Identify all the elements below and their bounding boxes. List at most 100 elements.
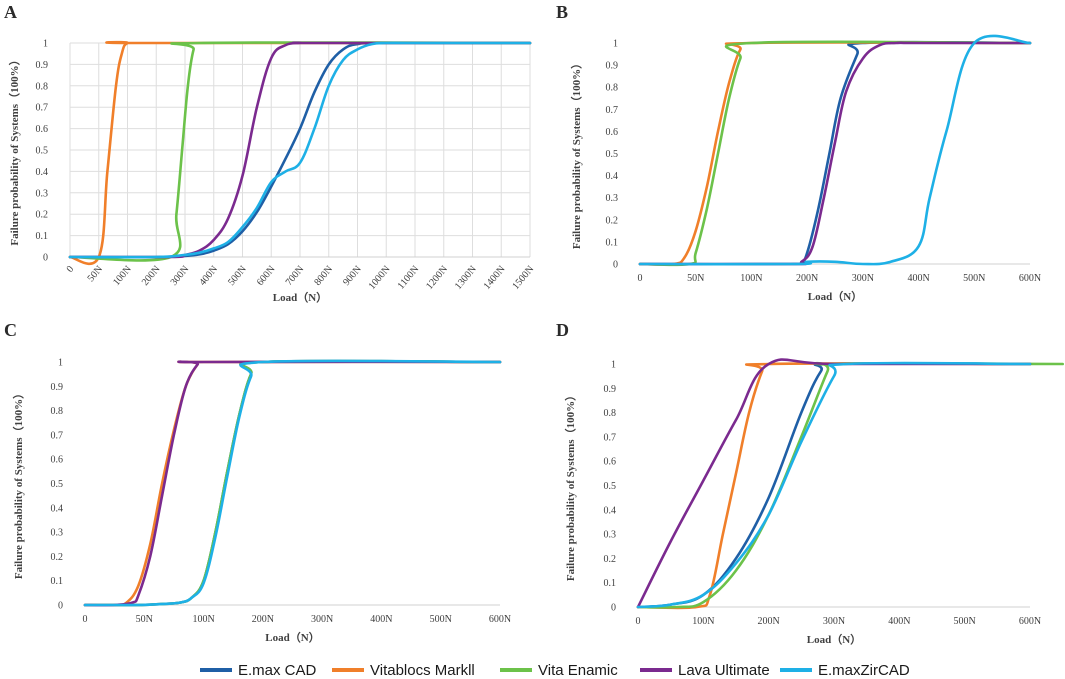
y-tick-label: 0.7 bbox=[36, 103, 49, 114]
legend-label-emax-zircad: E.maxZirCAD bbox=[818, 662, 910, 679]
y-tick-label: 0.6 bbox=[604, 457, 617, 468]
y-tick-label: 0.5 bbox=[606, 149, 619, 160]
series-line-lava-ultimate bbox=[638, 41, 1032, 266]
series-line-e-max-cad bbox=[68, 41, 532, 259]
y-tick-label: 0.9 bbox=[606, 61, 619, 72]
y-tick-label: 0.8 bbox=[604, 408, 617, 419]
series-line-e-maxzircad bbox=[636, 361, 1032, 609]
x-axis-title: Load（N） bbox=[808, 290, 862, 303]
y-tick-label: 1 bbox=[613, 39, 618, 50]
x-tick-label: 1200N bbox=[424, 264, 450, 292]
y-tick-label: 0.8 bbox=[36, 81, 49, 92]
x-tick-label: 1100N bbox=[396, 264, 422, 292]
y-axis-title: Failure probability of Systems（100%） bbox=[564, 390, 577, 581]
y-tick-label: 0 bbox=[611, 603, 616, 614]
panel-letter: D bbox=[556, 320, 569, 340]
y-tick-label: 0.2 bbox=[604, 554, 617, 565]
y-tick-label: 0.3 bbox=[606, 193, 619, 204]
legend-label-lava-ultimate: Lava Ultimate bbox=[678, 662, 770, 679]
x-tick-label: 1400N bbox=[482, 264, 508, 292]
y-tick-label: 0.5 bbox=[36, 146, 49, 157]
y-tick-label: 0.5 bbox=[51, 479, 64, 490]
x-tick-label: 600N bbox=[255, 264, 278, 288]
legend-label-emax-cad: E.max CAD bbox=[238, 662, 317, 679]
y-tick-label: 0 bbox=[58, 601, 63, 612]
panel-letter: C bbox=[4, 320, 17, 340]
y-tick-label: 1 bbox=[58, 358, 63, 369]
x-tick-label: 600N bbox=[1019, 273, 1041, 284]
x-tick-label: 600N bbox=[1019, 616, 1041, 627]
y-tick-label: 0.2 bbox=[36, 210, 49, 221]
x-tick-label: 0 bbox=[638, 273, 643, 284]
x-tick-label: 0 bbox=[83, 614, 88, 625]
x-tick-label: 50N bbox=[86, 264, 106, 284]
y-tick-label: 0.4 bbox=[51, 503, 64, 514]
x-tick-label: 600N bbox=[489, 614, 511, 625]
panel-letter: B bbox=[556, 2, 568, 22]
x-tick-label: 500N bbox=[963, 273, 985, 284]
x-tick-label: 700N bbox=[284, 264, 307, 288]
y-tick-label: 0.3 bbox=[51, 528, 64, 539]
x-tick-label: 400N bbox=[907, 273, 929, 284]
series-line-e-max-cad bbox=[636, 362, 1032, 609]
x-tick-label: 100N bbox=[192, 614, 214, 625]
x-tick-label: 300N bbox=[169, 264, 192, 288]
x-tick-label: 300N bbox=[852, 273, 874, 284]
series-line-vita-enamic bbox=[638, 40, 1032, 267]
series-line-vitablocs-markll bbox=[638, 41, 1032, 266]
y-tick-label: 0.6 bbox=[36, 124, 49, 135]
x-tick-label: 1300N bbox=[453, 264, 479, 292]
series-line-e-maxzircad bbox=[68, 41, 532, 259]
y-tick-label: 0.4 bbox=[604, 505, 617, 516]
y-tick-label: 0.4 bbox=[606, 171, 619, 182]
y-tick-label: 0.1 bbox=[604, 578, 617, 589]
x-tick-label: 50N bbox=[687, 273, 704, 284]
x-tick-label: 300N bbox=[823, 616, 845, 627]
panel-a: A 0 0.1 0.2 0.3 0.4 0.5 0.6 0.7 0.8 0.9 1 0 50N 100N 20… bbox=[4, 2, 536, 304]
y-axis-title: Failure probability of Systems（100%） bbox=[8, 54, 21, 245]
series-line-e-maxzircad bbox=[638, 34, 1032, 266]
series-line-e-maxzircad bbox=[83, 359, 502, 607]
y-axis-title: Failure probability of Systems（100%） bbox=[12, 388, 25, 579]
legend-label-vita-enamic: Vita Enamic bbox=[538, 662, 618, 679]
y-tick-label: 0.7 bbox=[51, 430, 64, 441]
x-tick-label: 0 bbox=[65, 264, 77, 275]
panel-letter: A bbox=[4, 2, 17, 22]
x-tick-label: 200N bbox=[252, 614, 274, 625]
x-axis-title: Load（N） bbox=[265, 631, 319, 644]
y-tick-label: 0.3 bbox=[604, 530, 617, 541]
y-tick-label: 1 bbox=[611, 360, 616, 371]
y-tick-label: 0 bbox=[43, 253, 48, 264]
y-axis-title: Failure probability of Systems（100%） bbox=[570, 58, 583, 249]
y-tick-label: 0.2 bbox=[51, 552, 64, 563]
x-tick-label: 100N bbox=[740, 273, 762, 284]
x-tick-label: 1500N bbox=[510, 264, 536, 292]
y-tick-label: 0.4 bbox=[36, 167, 49, 178]
x-axis-title: Load（N） bbox=[273, 291, 327, 304]
panel-d: D 0 0.1 0.2 0.3 0.4 0.5 0.6 0.7 0.8 0.9 1 0 100N 200N 3… bbox=[556, 320, 1064, 646]
y-tick-label: 0.5 bbox=[604, 481, 617, 492]
y-tick-label: 0.8 bbox=[606, 83, 619, 94]
y-tick-label: 0.1 bbox=[606, 237, 619, 248]
x-tick-label: 800N bbox=[312, 264, 335, 288]
panel-c: C 0 0.1 0.2 0.3 0.4 0.5 0.6 0.7 0.8 0.9 1 0 50N 100N 20… bbox=[4, 320, 511, 644]
y-tick-label: 0.9 bbox=[51, 382, 64, 393]
y-tick-label: 0.7 bbox=[606, 105, 619, 116]
series-line-lava-ultimate bbox=[83, 360, 502, 607]
x-tick-label: 500N bbox=[226, 264, 249, 288]
y-tick-label: 0.1 bbox=[51, 576, 64, 587]
y-tick-label: 0.1 bbox=[36, 231, 49, 242]
x-axis-title: Load（N） bbox=[807, 633, 861, 646]
y-tick-label: 0.7 bbox=[604, 432, 617, 443]
y-tick-label: 0 bbox=[613, 260, 618, 271]
series-line-e-max-cad bbox=[638, 40, 1032, 266]
legend-item-emax-cad: E.max CAD bbox=[200, 662, 317, 679]
x-tick-label: 0 bbox=[636, 616, 641, 627]
x-tick-label: 300N bbox=[311, 614, 333, 625]
series-line-lava-ultimate bbox=[636, 358, 1032, 609]
x-tick-label: 500N bbox=[430, 614, 452, 625]
legend-item-lava-ultimate: Lava Ultimate bbox=[640, 662, 770, 679]
series-line-vita-enamic bbox=[68, 41, 532, 262]
x-tick-label: 200N bbox=[140, 264, 163, 288]
